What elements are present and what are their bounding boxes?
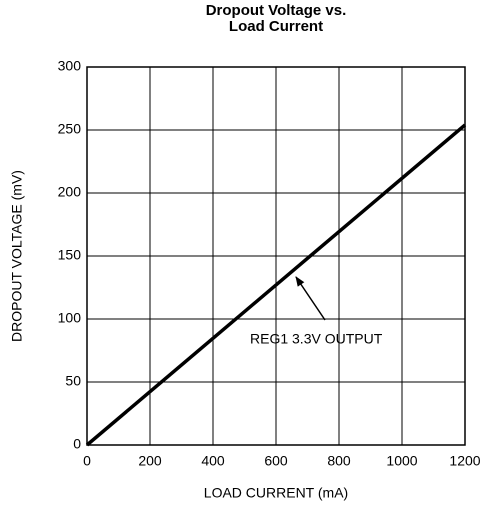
y-tick-label: 250 xyxy=(58,121,82,137)
y-tick-label: 0 xyxy=(73,436,81,452)
y-axis-label: DROPOUT VOLTAGE (mV) xyxy=(9,170,25,342)
data-line xyxy=(85,123,467,447)
x-tick-label: 1000 xyxy=(386,453,417,469)
x-tick-label: 600 xyxy=(264,453,288,469)
y-tick-label: 100 xyxy=(58,310,82,326)
x-tick-label: 1200 xyxy=(449,453,480,469)
x-tick-label: 800 xyxy=(327,453,351,469)
y-tick-label: 50 xyxy=(65,373,81,389)
plot-frame xyxy=(86,66,466,446)
annotation-arrow xyxy=(295,276,326,321)
annotation: REG1 3.3V OUTPUT xyxy=(250,331,383,347)
y-tick-label: 150 xyxy=(58,247,82,263)
x-tick-label: 200 xyxy=(138,453,162,469)
x-tick-label: 0 xyxy=(83,453,91,469)
y-tick-label: 300 xyxy=(58,58,82,74)
x-axis-label: LOAD CURRENT (mA) xyxy=(204,485,348,501)
y-tick-label: 200 xyxy=(58,184,82,200)
chart-title: Dropout Voltage vs. Load Current xyxy=(205,2,347,35)
x-tick-label: 400 xyxy=(201,453,225,469)
